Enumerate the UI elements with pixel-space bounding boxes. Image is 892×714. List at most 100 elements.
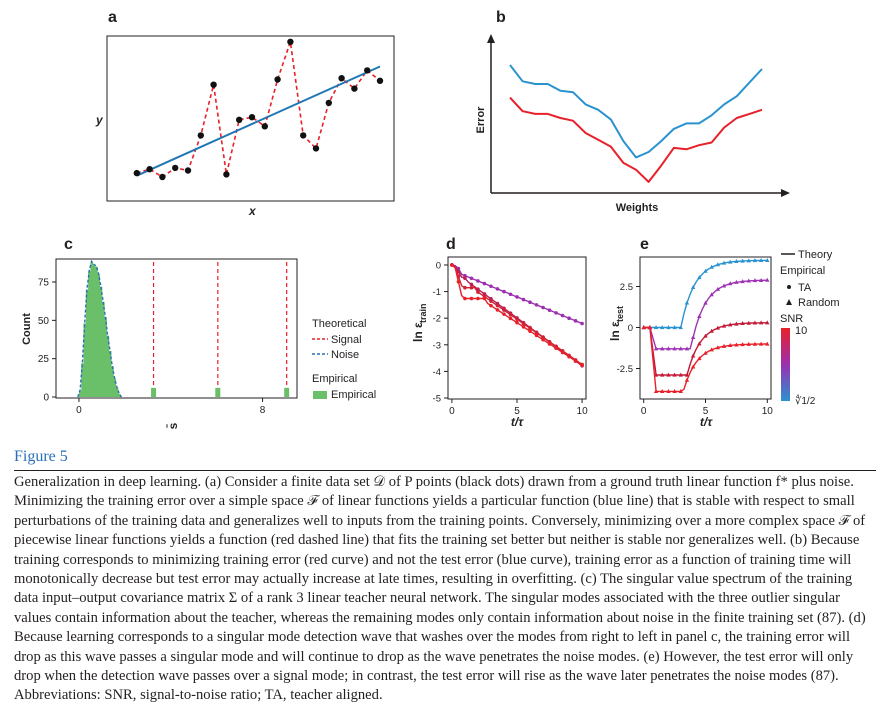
train-error-marker bbox=[456, 279, 461, 284]
panel-a-label: a bbox=[108, 9, 117, 26]
test-error-marker bbox=[678, 325, 683, 330]
test-error-curve bbox=[643, 279, 768, 350]
test-error-marker bbox=[734, 279, 739, 284]
test-error-marker bbox=[703, 350, 708, 355]
test-error-marker bbox=[684, 300, 690, 305]
train-error-marker bbox=[495, 308, 500, 312]
test-error-marker bbox=[647, 325, 653, 330]
train-error-marker bbox=[482, 281, 487, 286]
test-error-marker bbox=[641, 325, 646, 330]
train-error-marker bbox=[580, 321, 584, 326]
noise-curve bbox=[77, 259, 123, 398]
panel-e-ylabel-group: ln ε test bbox=[608, 306, 625, 341]
train-error-marker bbox=[521, 297, 526, 302]
test-error-marker bbox=[765, 257, 770, 262]
c-y-tick-label: 50 bbox=[38, 316, 50, 327]
train-error-marker bbox=[515, 295, 519, 299]
data-point bbox=[133, 169, 140, 177]
histogram-bar bbox=[81, 363, 84, 397]
train-error-marker bbox=[495, 303, 500, 308]
data-point bbox=[351, 85, 358, 92]
train-error-marker bbox=[482, 296, 487, 301]
train-error-marker bbox=[515, 317, 519, 321]
panel-e-ylabel-sub: test bbox=[615, 306, 625, 322]
test-error-marker bbox=[672, 372, 677, 377]
test-error-marker bbox=[660, 346, 665, 351]
panel-d-label: d bbox=[446, 236, 456, 253]
test-error-marker bbox=[709, 347, 714, 352]
test-error-marker bbox=[697, 341, 702, 346]
d-y-tick-label: 0 bbox=[436, 260, 441, 271]
test-error-marker bbox=[660, 325, 665, 330]
piecewise-fit-line bbox=[136, 41, 381, 178]
train-error-marker bbox=[528, 300, 532, 305]
panel-e-ylabel: ln ε bbox=[608, 321, 622, 341]
test-error-marker bbox=[721, 283, 727, 288]
panel-a-xlabel: x bbox=[248, 204, 257, 218]
data-point bbox=[300, 132, 307, 139]
test-error-marker bbox=[653, 389, 659, 394]
train-error-marker bbox=[495, 287, 500, 291]
test-error-marker bbox=[660, 389, 665, 394]
d-y-tick-label: -3 bbox=[433, 340, 441, 351]
legend-empirical-label: Empirical bbox=[331, 389, 376, 401]
legend-signal-label: Signal bbox=[331, 334, 362, 346]
panel-c-xlabel: s̄ bbox=[166, 422, 180, 429]
histogram-bar bbox=[108, 351, 112, 397]
panel-d-ylabel: ln ε bbox=[411, 322, 425, 342]
panel-b-xlabel: Weights bbox=[616, 202, 659, 214]
train-error-marker bbox=[469, 276, 474, 281]
train-error-marker bbox=[573, 359, 578, 363]
train-error-marker bbox=[528, 326, 532, 331]
train-error-marker bbox=[469, 285, 474, 290]
c-y-tick-label: 0 bbox=[43, 393, 49, 404]
train-error-marker bbox=[541, 305, 545, 310]
test-error-marker bbox=[666, 389, 671, 394]
panel-e-legend: Theory Empirical TA Random SNR 10 ∜1/2 bbox=[780, 249, 840, 407]
panel-a-frame bbox=[106, 35, 395, 202]
data-point bbox=[172, 164, 179, 172]
test-error-marker bbox=[709, 292, 714, 297]
test-error-marker bbox=[678, 346, 683, 351]
train-error-marker bbox=[508, 292, 513, 297]
test-error-curve bbox=[509, 64, 763, 159]
train-error-marker bbox=[528, 329, 532, 333]
e-y-tick-label: 2.5 bbox=[620, 282, 633, 293]
panel-c: c Count s̄ 0 8 0 25 50 75 Theoretical Signal … bbox=[21, 236, 376, 429]
panel-b-plot bbox=[509, 64, 763, 183]
train-error-marker bbox=[534, 330, 539, 335]
legend-empirical-swatch bbox=[313, 391, 327, 399]
signal-bar bbox=[215, 387, 221, 397]
data-point bbox=[325, 99, 332, 107]
panel-d-ylabel-group: ln ε train bbox=[411, 303, 428, 342]
d-y-tick-label: -5 bbox=[433, 394, 441, 405]
data-point bbox=[146, 166, 153, 173]
panel-b-x-arrow bbox=[781, 189, 790, 197]
train-error-marker bbox=[489, 303, 493, 308]
panel-e-label: e bbox=[640, 236, 649, 253]
test-error-marker bbox=[684, 372, 690, 377]
test-error-marker bbox=[666, 346, 671, 351]
train-error-marker bbox=[515, 320, 519, 325]
caption-title: Figure 5 bbox=[14, 448, 68, 465]
test-error-marker bbox=[758, 341, 764, 346]
data-point bbox=[210, 81, 217, 88]
d-y-tick-label: -1 bbox=[433, 287, 441, 298]
e-y-tick-label: -2.5 bbox=[617, 364, 633, 375]
histogram-bar bbox=[88, 271, 91, 397]
test-error-marker bbox=[746, 258, 751, 263]
test-error-marker bbox=[728, 259, 733, 264]
snr-colorbar bbox=[781, 328, 790, 401]
test-error-marker bbox=[666, 325, 671, 330]
test-error-marker bbox=[709, 264, 714, 269]
data-point bbox=[287, 38, 294, 45]
histogram-bar bbox=[97, 274, 101, 397]
d-y-tick-label: -4 bbox=[433, 367, 441, 378]
panel-e-plot: 0 5 10 2.5 0 -2.5 bbox=[617, 257, 774, 417]
signal-bar bbox=[284, 387, 290, 397]
e-x-tick-label: 10 bbox=[762, 406, 774, 417]
test-error-marker bbox=[746, 341, 751, 346]
data-point bbox=[184, 167, 192, 174]
legend-noise-label: Noise bbox=[331, 349, 359, 361]
linear-fit-line bbox=[136, 65, 381, 177]
